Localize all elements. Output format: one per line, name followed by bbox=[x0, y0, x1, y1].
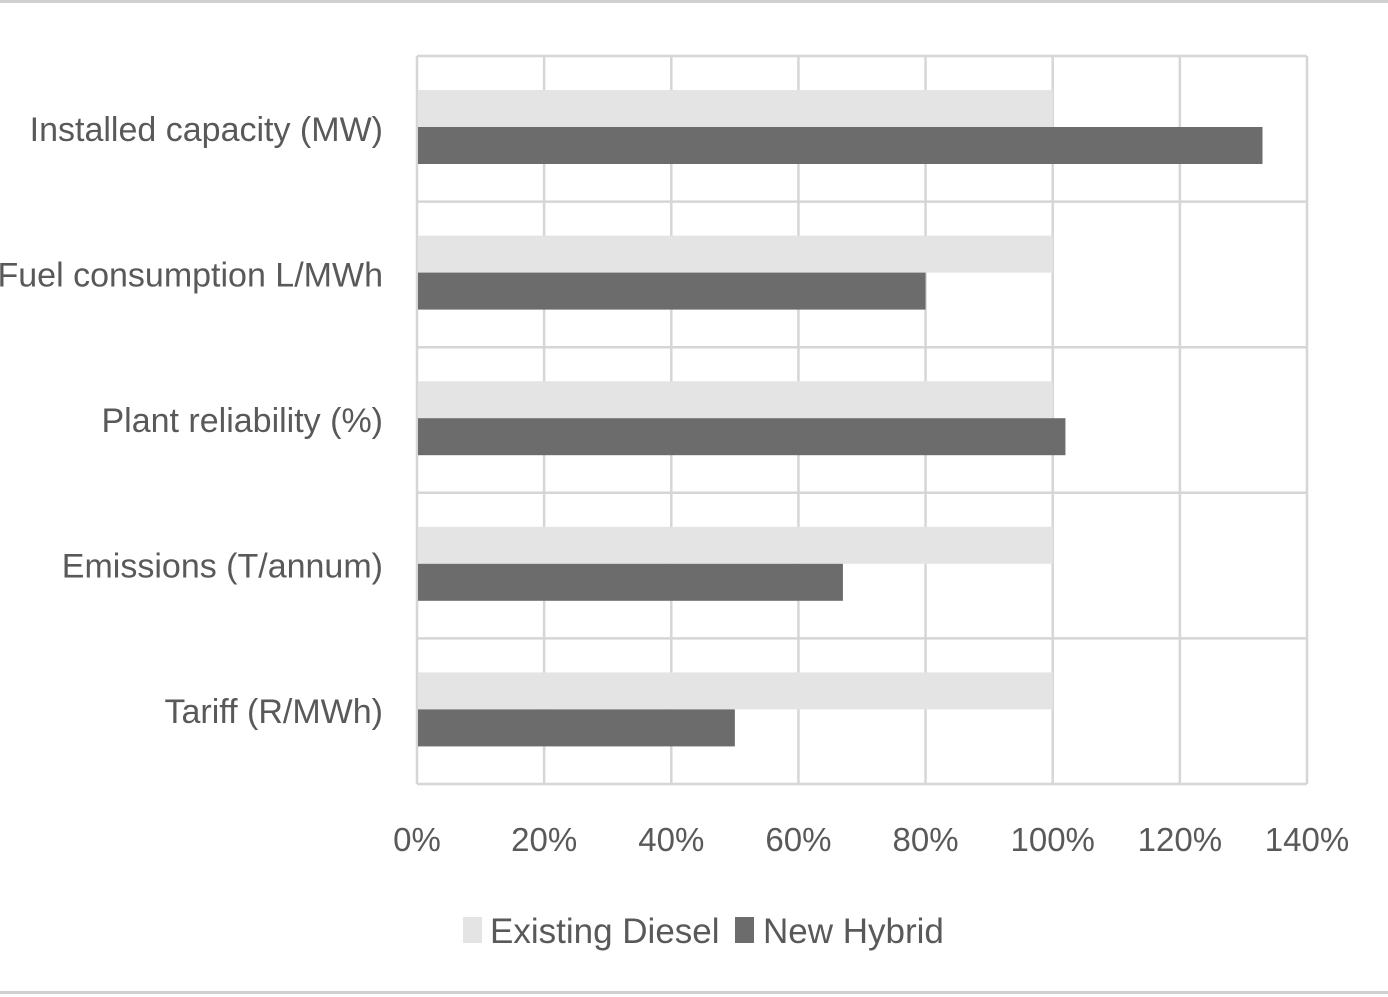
bar-new-hybrid bbox=[418, 709, 735, 747]
category-label: Plant reliability (%) bbox=[101, 402, 383, 440]
legend-swatch-existing-diesel bbox=[463, 917, 482, 943]
bar-new-hybrid bbox=[418, 563, 843, 601]
legend-label-new-hybrid: New Hybrid bbox=[763, 912, 944, 951]
bar-new-hybrid bbox=[418, 418, 1066, 456]
bar-existing-diesel bbox=[418, 526, 1053, 564]
bar-existing-diesel bbox=[418, 90, 1053, 127]
bar-existing-diesel bbox=[418, 381, 1053, 419]
x-tick-label: 60% bbox=[765, 821, 831, 858]
x-tick-label: 40% bbox=[638, 821, 704, 858]
legend-swatch-new-hybrid bbox=[735, 917, 754, 943]
category-label: Fuel consumption L/MWh bbox=[0, 256, 383, 294]
bar-new-hybrid bbox=[418, 272, 926, 310]
x-axis-tick-labels: 0% 20% 40% 60% 80% 100% 120% 140% bbox=[393, 821, 1349, 858]
category-label: Installed capacity (MW) bbox=[30, 111, 383, 149]
x-tick-label: 0% bbox=[393, 821, 441, 858]
x-tick-label: 20% bbox=[511, 821, 577, 858]
category-label: Tariff (R/MWh) bbox=[165, 693, 383, 731]
legend-label-existing-diesel: Existing Diesel bbox=[490, 912, 720, 951]
legend: Existing Diesel New Hybrid bbox=[463, 912, 944, 951]
x-tick-label: 100% bbox=[1011, 821, 1095, 858]
x-tick-label: 120% bbox=[1138, 821, 1222, 858]
category-labels: Installed capacity (MW) Fuel consumption … bbox=[0, 111, 383, 731]
bar-new-hybrid bbox=[418, 127, 1263, 164]
x-tick-label: 80% bbox=[893, 821, 959, 858]
bar-existing-diesel bbox=[418, 672, 1053, 710]
bar-chart: Installed capacity (MW) Fuel consumption … bbox=[0, 54, 1349, 951]
x-tick-label: 140% bbox=[1265, 821, 1349, 858]
category-label: Emissions (T/annum) bbox=[62, 548, 383, 586]
bar-existing-diesel bbox=[418, 235, 1053, 273]
bars bbox=[418, 90, 1263, 747]
